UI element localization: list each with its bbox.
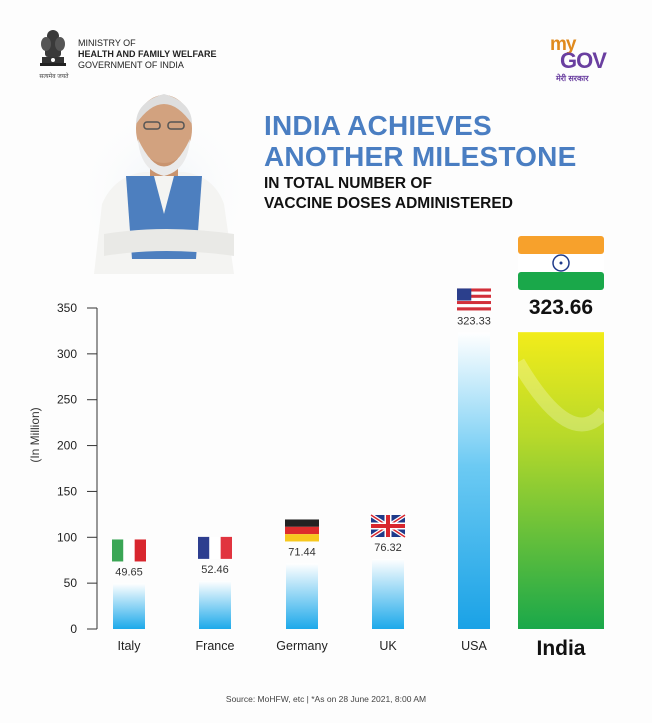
headline-line-1: INDIA ACHIEVES (264, 110, 492, 141)
usa-flag-canton (457, 288, 472, 301)
bar-italy (113, 583, 145, 629)
ministry-line-1: MINISTRY OF (78, 38, 136, 48)
source-note: Source: MoHFW, etc | *As on 28 June 2021… (225, 694, 427, 704)
india-flag (518, 236, 604, 290)
usa-flag-stripe (457, 288, 491, 292)
mygov-logo-my: my (550, 34, 576, 55)
bar-germany (286, 563, 318, 629)
ministry-line-2: HEALTH AND FAMILY WELFARE (78, 49, 217, 59)
y-tick-label: 200 (57, 439, 77, 453)
y-tick-label: 50 (64, 576, 78, 590)
usa-flag-stripe (457, 297, 491, 302)
category-label-uk: UK (379, 639, 397, 653)
category-label-france: France (196, 639, 235, 653)
india-flag-green (518, 272, 604, 290)
headline: INDIA ACHIEVES ANOTHER MILESTONE (264, 110, 576, 172)
value-label-italy: 49.65 (115, 566, 143, 578)
india-flag-chakra-hub (559, 261, 563, 265)
india-bar-highlight (511, 358, 610, 432)
value-label-uk: 76.32 (374, 542, 402, 554)
germany-flag (285, 519, 319, 542)
italy-flag (112, 539, 146, 562)
usa-flag-stripe (457, 307, 491, 311)
mygov-logo: my GOV मेरी सरकार (548, 34, 614, 86)
value-label-usa: 323.33 (457, 315, 491, 327)
bar-uk (372, 559, 404, 629)
bar-usa (458, 332, 490, 629)
y-tick-label: 0 (70, 622, 77, 636)
mygov-logo-hindi: मेरी सरकार (556, 74, 589, 83)
italy-flag-green (112, 539, 124, 562)
national-emblem-icon (40, 30, 66, 66)
italy-flag-white (123, 539, 135, 562)
ministry-header: सत्यमेव जयते MINISTRY OF HEALTH AND FAMI… (36, 28, 276, 82)
france-flag-red (220, 536, 232, 559)
usa-flag-stripe (457, 294, 491, 298)
y-tick-label: 100 (57, 530, 77, 544)
bar-france (199, 580, 231, 629)
subheadline-line-2: VACCINE DOSES ADMINISTERED (264, 195, 513, 212)
usa-flag-stripe (457, 291, 491, 295)
germany-flag-black (285, 519, 319, 527)
category-label-india: India (536, 637, 585, 660)
category-label-germany: Germany (276, 639, 328, 653)
france-flag (198, 536, 232, 559)
subheadline-line-1: IN TOTAL NUMBER OF (264, 175, 432, 192)
india-flag-chakra (552, 254, 570, 272)
usa-flag (457, 288, 491, 311)
france-flag-white (209, 536, 221, 559)
italy-flag-red (134, 539, 146, 562)
india-flag-saffron (518, 236, 604, 254)
uk-flag-cross-red (371, 524, 405, 529)
y-tick-label: 150 (57, 484, 77, 498)
value-label-india: 323.66 (529, 296, 593, 319)
headline-line-2: ANOTHER MILESTONE (264, 141, 577, 172)
emblem-motto: सत्यमेव जयते (39, 74, 69, 80)
y-tick-label: 300 (57, 347, 77, 361)
category-label-usa: USA (461, 639, 487, 653)
value-label-france: 52.46 (201, 564, 229, 576)
mygov-logo-gov: GOV (560, 48, 607, 73)
subheadline: IN TOTAL NUMBER OF VACCINE DOSES ADMINIS… (264, 174, 513, 214)
bar-india (518, 332, 604, 629)
value-label-germany: 71.44 (288, 546, 316, 558)
usa-flag-stripe (457, 304, 491, 308)
usa-flag-stripe (457, 301, 491, 305)
category-label-italy: Italy (118, 639, 142, 653)
germany-flag-gold (285, 534, 319, 542)
y-tick-label: 350 (57, 301, 77, 315)
germany-flag-red (285, 526, 319, 535)
portrait-image (84, 94, 244, 274)
uk-flag (369, 513, 407, 539)
ministry-line-3: GOVERNMENT OF INDIA (78, 60, 184, 70)
y-tick-label: 250 (57, 393, 77, 407)
france-flag-blue (198, 536, 210, 559)
